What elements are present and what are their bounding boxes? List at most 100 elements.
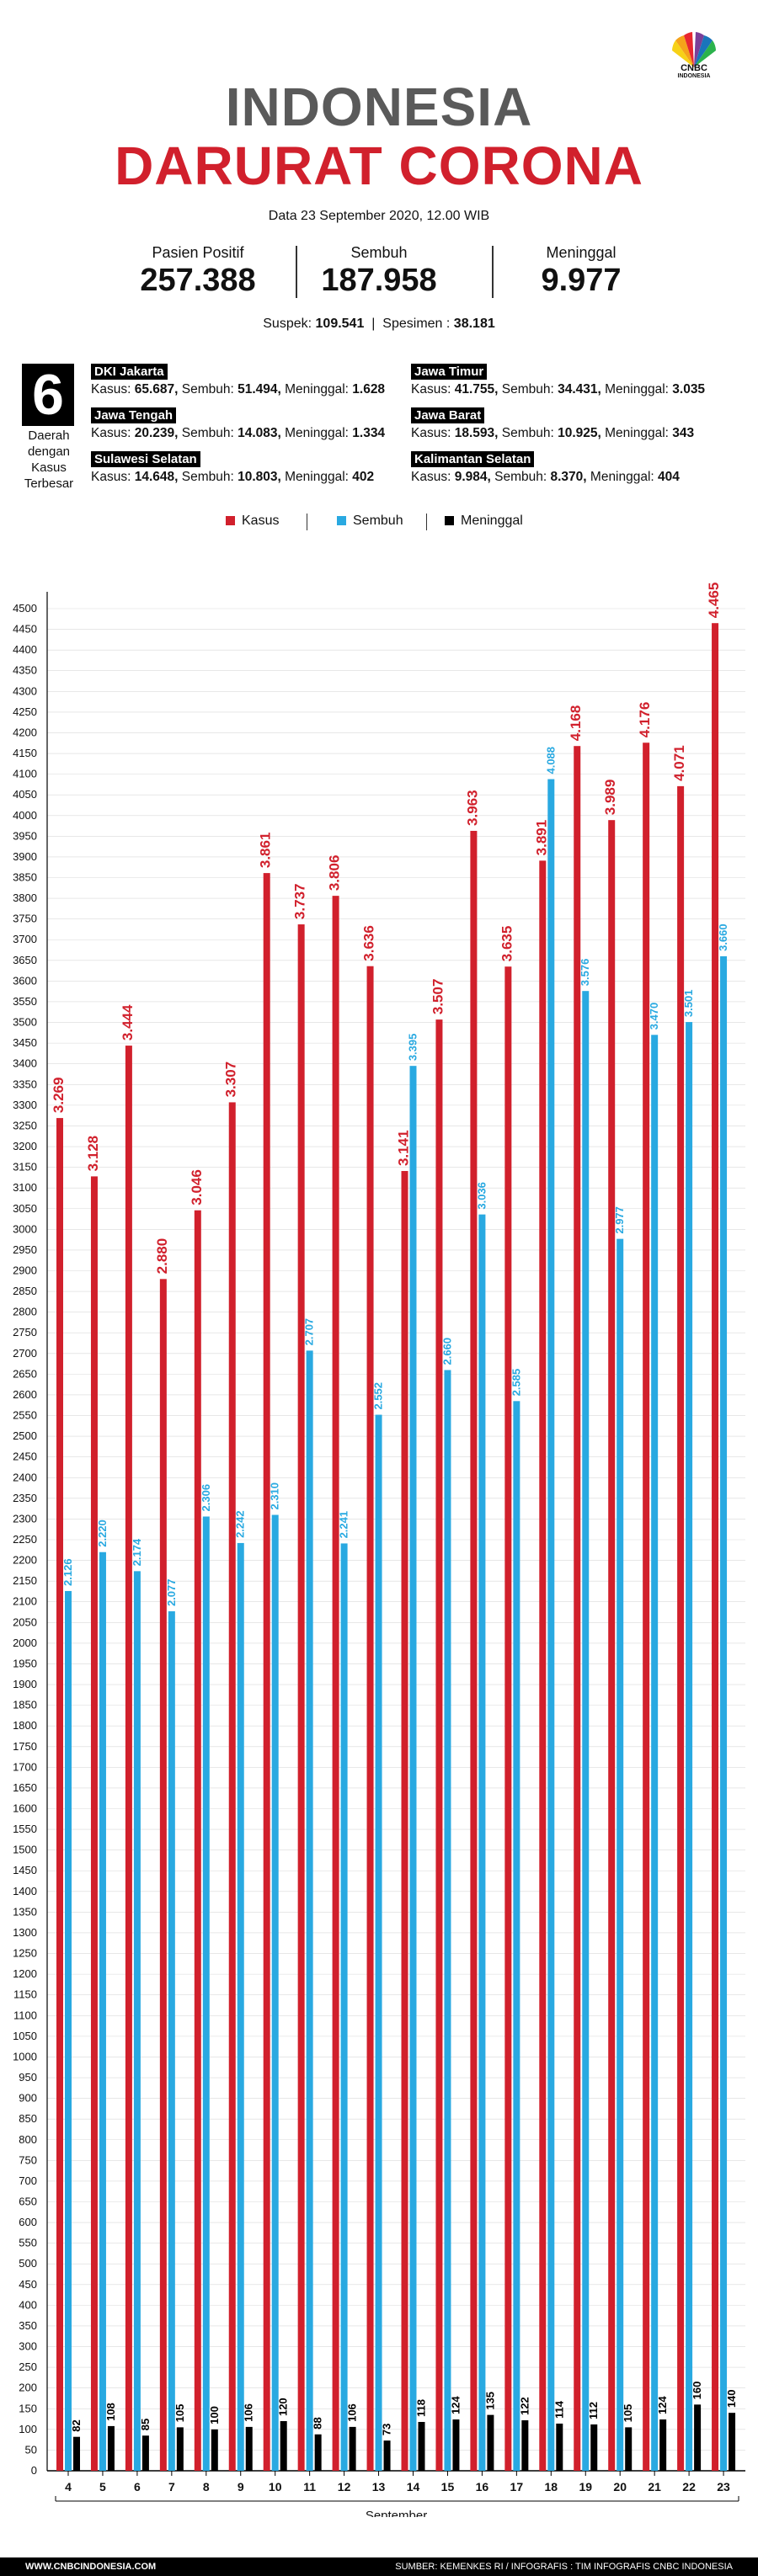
y-tick-label: 4100 — [13, 768, 37, 780]
y-tick-label: 3000 — [13, 1222, 37, 1235]
meninggal-value: 3.035 — [672, 382, 706, 397]
region-stats: Kasus: 65.687, Sembuh: 51.494, Meninggal… — [91, 382, 419, 397]
kasus-label: Kasus: — [91, 470, 131, 484]
y-tick-label: 3450 — [13, 1036, 37, 1049]
y-tick-label: 3350 — [13, 1078, 37, 1090]
suspek-sep: | — [371, 317, 376, 331]
y-tick-label: 2050 — [13, 1615, 37, 1628]
data-label-sembuh: 2.707 — [303, 1318, 316, 1346]
bar-kasus — [125, 1046, 132, 2471]
data-label-sembuh: 2.220 — [96, 1520, 109, 1547]
data-label-meninggal: 122 — [518, 2397, 531, 2415]
data-label-meninggal: 85 — [139, 2419, 152, 2430]
y-tick-label: 2200 — [13, 1554, 37, 1567]
kasus-label: Kasus: — [411, 426, 451, 440]
spesimen-value: 38.181 — [453, 317, 495, 331]
data-label-sembuh: 3.036 — [475, 1182, 488, 1210]
data-label-meninggal: 88 — [312, 2417, 324, 2429]
bar-meninggal — [556, 2423, 563, 2471]
data-label-sembuh: 2.585 — [510, 1369, 522, 1397]
stat-meninggal-label: Meninggal — [546, 244, 617, 261]
data-label-sembuh: 3.576 — [579, 959, 591, 987]
data-label-sembuh: 3.501 — [682, 990, 695, 1018]
bar-sembuh — [651, 1035, 659, 2471]
region-name: DKI Jakarta — [91, 364, 168, 380]
bar-kasus — [297, 924, 305, 2471]
legend-label-meninggal: Meninggal — [461, 514, 523, 528]
bar-kasus — [712, 623, 719, 2471]
kasus-value: 9.984, — [454, 470, 491, 484]
x-tick-label: 7 — [168, 2480, 175, 2494]
y-tick-label: 2450 — [13, 1450, 37, 1463]
y-tick-label: 950 — [19, 2071, 37, 2084]
data-label-kasus: 3.635 — [499, 926, 515, 962]
bar-meninggal — [107, 2425, 115, 2471]
y-tick-label: 50 — [25, 2443, 37, 2456]
y-tick-label: 1050 — [13, 2030, 37, 2042]
x-tick-label: 10 — [269, 2480, 282, 2494]
bar-sembuh — [547, 779, 555, 2471]
x-tick-label: 8 — [203, 2480, 210, 2494]
sembuh-label: Sembuh: — [181, 470, 234, 484]
spesimen-label: Spesimen : — [382, 317, 451, 331]
bar-meninggal — [521, 2420, 529, 2471]
meninggal-label: Meninggal: — [605, 426, 669, 440]
kasus-label: Kasus: — [91, 382, 131, 397]
x-tick-label: 11 — [303, 2480, 316, 2494]
region-caption: Daerah dengan Kasus Terbesar — [24, 428, 74, 491]
y-tick-label: 2300 — [13, 1512, 37, 1525]
x-axis-label: September — [366, 2509, 427, 2517]
sembuh-value: 10.925, — [558, 426, 601, 440]
stat-divider — [492, 246, 494, 298]
y-tick-label: 1650 — [13, 1781, 37, 1794]
data-label-kasus: 3.141 — [396, 1130, 412, 1166]
y-tick-label: 4250 — [13, 705, 37, 718]
bar-sembuh — [375, 1414, 382, 2471]
x-tick-label: 16 — [476, 2480, 489, 2494]
data-label-sembuh: 2.242 — [234, 1510, 247, 1538]
meninggal-label: Meninggal: — [285, 426, 349, 440]
bar-kasus — [677, 785, 685, 2471]
x-tick-label: 5 — [99, 2480, 106, 2494]
y-tick-label: 4500 — [13, 602, 37, 615]
data-label-meninggal: 105 — [622, 2404, 634, 2423]
bar-sembuh — [99, 1551, 106, 2471]
y-tick-label: 3150 — [13, 1161, 37, 1174]
data-label-meninggal: 140 — [725, 2389, 738, 2408]
data-label-kasus: 3.269 — [51, 1078, 67, 1114]
y-tick-label: 2800 — [13, 1306, 37, 1318]
bar-sembuh — [513, 1401, 520, 2471]
data-label-kasus: 3.307 — [223, 1062, 239, 1098]
x-tick-label: 15 — [441, 2480, 455, 2494]
y-tick-label: 3950 — [13, 829, 37, 842]
meninggal-value: 1.628 — [352, 382, 386, 397]
kasus-label: Kasus: — [411, 382, 451, 397]
y-tick-label: 600 — [19, 2216, 37, 2228]
bar-kasus — [539, 860, 547, 2471]
data-label-kasus: 2.880 — [154, 1238, 170, 1275]
y-tick-label: 1100 — [13, 2009, 37, 2021]
sembuh-label: Sembuh: — [501, 382, 554, 397]
bar-meninggal — [280, 2421, 287, 2471]
y-tick-label: 500 — [19, 2257, 37, 2270]
bar-sembuh — [720, 955, 728, 2471]
x-tick-label: 19 — [579, 2480, 592, 2494]
x-tick-label: 21 — [648, 2480, 661, 2494]
data-label-sembuh: 2.306 — [200, 1484, 212, 1512]
meninggal-label: Meninggal: — [285, 382, 349, 397]
y-tick-label: 3400 — [13, 1057, 37, 1070]
sembuh-value: 14.083, — [238, 426, 281, 440]
data-label-kasus: 3.636 — [361, 925, 377, 961]
data-label-meninggal: 120 — [277, 2398, 290, 2416]
data-label-meninggal: 160 — [691, 2382, 703, 2400]
data-label-meninggal: 105 — [173, 2404, 186, 2423]
bar-meninggal — [314, 2434, 322, 2471]
data-label-meninggal: 108 — [104, 2403, 117, 2421]
stat-meninggal: Meninggal 9.977 — [480, 244, 682, 299]
data-label-sembuh: 2.241 — [338, 1511, 350, 1539]
logo-sub: INDONESIA — [677, 73, 711, 79]
sembuh-value: 10.803, — [238, 470, 281, 484]
bar-kasus — [194, 1210, 201, 2471]
bar-sembuh — [340, 1543, 348, 2471]
region-item: DKI Jakarta Kasus: 65.687, Sembuh: 51.494… — [91, 364, 419, 397]
